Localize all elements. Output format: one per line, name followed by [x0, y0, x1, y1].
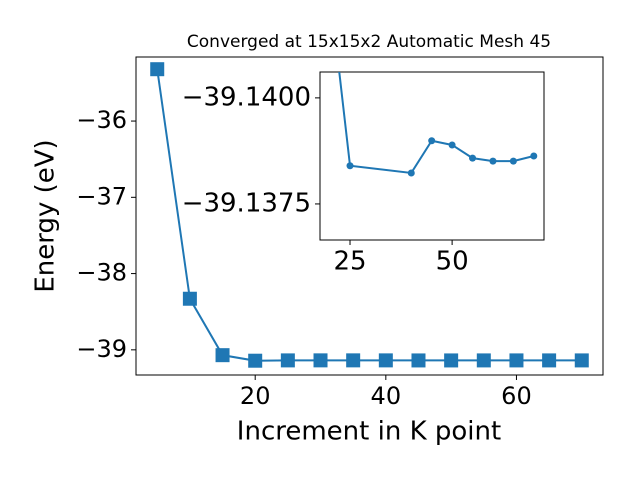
- marker: [407, 169, 415, 177]
- marker: [411, 353, 426, 368]
- marker: [530, 152, 538, 160]
- marker: [428, 137, 436, 145]
- marker: [489, 157, 497, 165]
- x-tick-label: 40: [371, 382, 402, 410]
- x-tick-label: 60: [501, 382, 532, 410]
- marker: [444, 353, 459, 368]
- marker: [248, 353, 263, 368]
- chart-title: Converged at 15x15x2 Automatic Mesh 45: [187, 32, 551, 52]
- y-tick-label: −39.1375: [182, 188, 311, 218]
- marker: [469, 154, 477, 162]
- marker: [346, 353, 361, 368]
- marker: [313, 353, 328, 368]
- marker: [509, 157, 517, 165]
- y-tick-label: −36: [76, 106, 127, 134]
- x-tick-label: 50: [436, 247, 469, 277]
- x-axis-label: Increment in K point: [237, 417, 501, 447]
- marker: [182, 291, 197, 306]
- marker: [448, 141, 456, 149]
- y-axis-label: Energy (eV): [31, 139, 61, 292]
- y-tick-label: −38: [76, 259, 127, 287]
- axes-frame: [135, 56, 604, 376]
- x-tick-label: 20: [240, 382, 271, 410]
- y-tick-label: −37: [76, 182, 127, 210]
- y-tick-label: −39: [76, 335, 127, 363]
- axes-frame: [319, 71, 545, 241]
- marker: [509, 353, 524, 368]
- marker: [346, 162, 354, 170]
- marker: [280, 353, 295, 368]
- marker: [150, 62, 165, 77]
- marker: [542, 353, 557, 368]
- marker: [378, 353, 393, 368]
- marker: [215, 348, 230, 363]
- inset-background: [320, 72, 544, 240]
- x-tick-label: 25: [333, 247, 366, 277]
- marker: [574, 353, 589, 368]
- y-tick-label: −39.1400: [182, 82, 311, 112]
- marker: [476, 353, 491, 368]
